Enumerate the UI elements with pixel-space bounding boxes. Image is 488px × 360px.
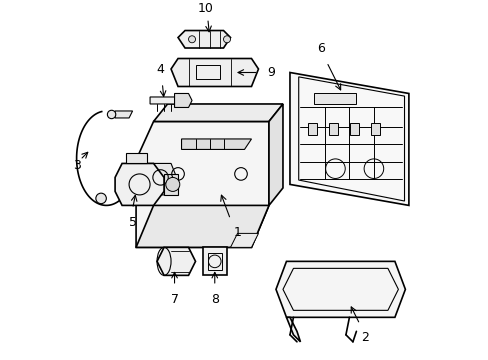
Polygon shape xyxy=(157,247,195,275)
Polygon shape xyxy=(230,233,258,247)
Text: 8: 8 xyxy=(210,293,218,306)
Polygon shape xyxy=(139,163,178,195)
Polygon shape xyxy=(125,153,146,163)
Bar xyxy=(195,66,220,80)
Polygon shape xyxy=(178,31,230,48)
Text: 3: 3 xyxy=(73,159,81,172)
Polygon shape xyxy=(314,94,356,104)
Polygon shape xyxy=(181,139,251,149)
Circle shape xyxy=(223,36,230,43)
Polygon shape xyxy=(115,111,132,118)
Polygon shape xyxy=(286,317,300,342)
Text: 5: 5 xyxy=(128,216,136,229)
Text: 4: 4 xyxy=(156,63,164,76)
Text: 1: 1 xyxy=(233,226,241,239)
Bar xyxy=(328,123,338,135)
Polygon shape xyxy=(153,104,283,121)
Polygon shape xyxy=(136,121,268,247)
Polygon shape xyxy=(174,94,192,108)
Polygon shape xyxy=(163,174,178,195)
Text: 10: 10 xyxy=(198,2,214,15)
Polygon shape xyxy=(150,97,178,104)
Polygon shape xyxy=(289,72,408,206)
Bar xyxy=(370,123,380,135)
Text: 9: 9 xyxy=(266,66,275,79)
Circle shape xyxy=(188,36,195,43)
Bar xyxy=(307,123,317,135)
Circle shape xyxy=(107,110,116,119)
Polygon shape xyxy=(202,247,226,275)
Text: 7: 7 xyxy=(170,293,178,306)
Polygon shape xyxy=(268,104,283,206)
Circle shape xyxy=(96,193,106,204)
Bar xyxy=(349,123,359,135)
Text: 2: 2 xyxy=(361,331,368,344)
Polygon shape xyxy=(171,59,258,86)
Polygon shape xyxy=(136,206,268,247)
Polygon shape xyxy=(115,163,163,206)
Text: 6: 6 xyxy=(317,42,325,55)
Circle shape xyxy=(165,177,180,192)
Polygon shape xyxy=(275,261,405,317)
